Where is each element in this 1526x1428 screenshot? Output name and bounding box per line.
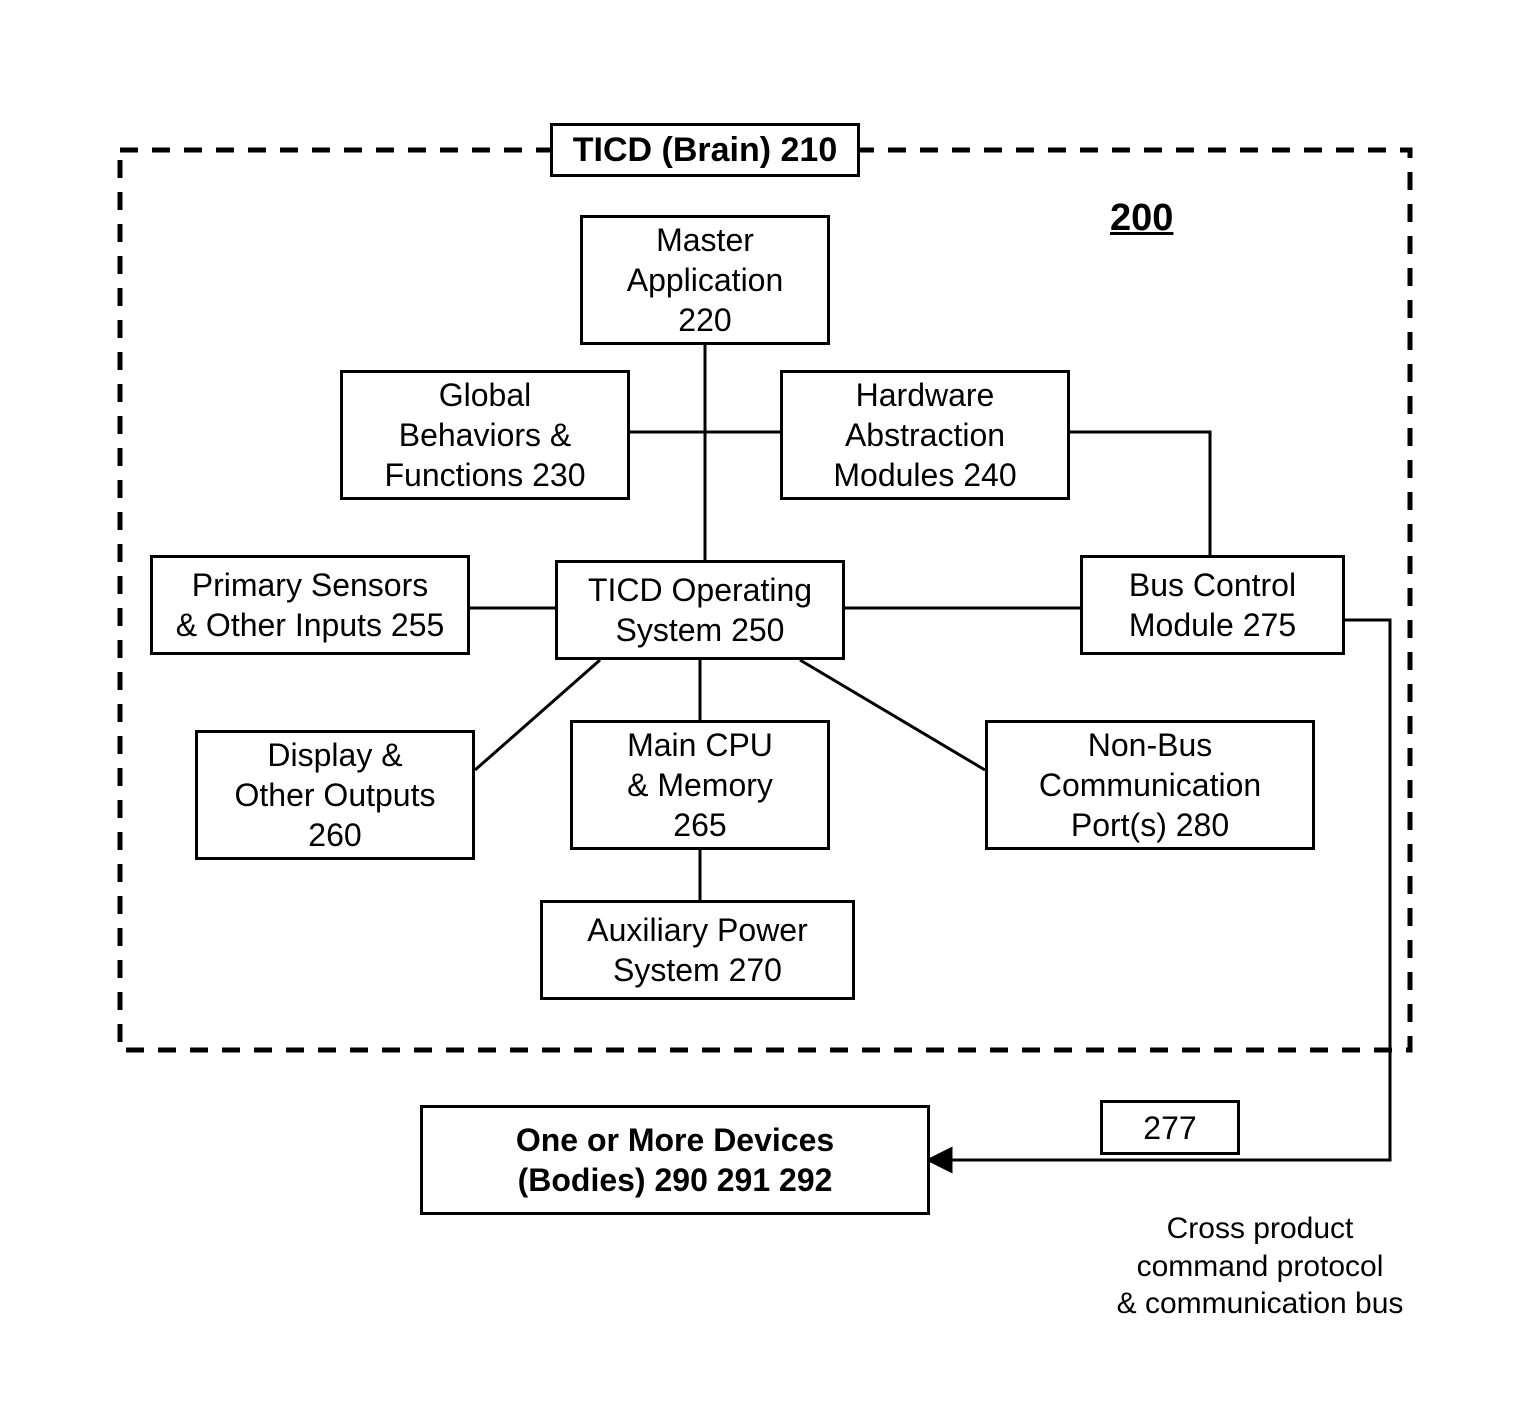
node-label: HardwareAbstractionModules 240 <box>833 375 1016 495</box>
node-hardware-abstraction: HardwareAbstractionModules 240 <box>780 370 1070 500</box>
diagram-canvas: TICD (Brain) 210 200 MasterApplication22… <box>0 0 1526 1428</box>
node-ref-277: 277 <box>1100 1100 1240 1155</box>
node-nonbus-comm-ports: Non-BusCommunicationPort(s) 280 <box>985 720 1315 850</box>
node-label: Non-BusCommunicationPort(s) 280 <box>1039 725 1261 845</box>
node-primary-sensors: Primary Sensors& Other Inputs 255 <box>150 555 470 655</box>
node-global-behaviors: GlobalBehaviors &Functions 230 <box>340 370 630 500</box>
title-box: TICD (Brain) 210 <box>550 123 860 177</box>
node-label: Display &Other Outputs260 <box>235 735 436 855</box>
node-aux-power-system: Auxiliary PowerSystem 270 <box>540 900 855 1000</box>
node-bus-control-module: Bus ControlModule 275 <box>1080 555 1345 655</box>
node-master-application: MasterApplication220 <box>580 215 830 345</box>
node-label: Bus ControlModule 275 <box>1129 565 1296 645</box>
title-text: TICD (Brain) 210 <box>573 129 838 172</box>
node-label: Primary Sensors& Other Inputs 255 <box>176 565 445 645</box>
node-label: 277 <box>1143 1108 1196 1148</box>
node-ticd-os: TICD OperatingSystem 250 <box>555 560 845 660</box>
bus-annotation: Cross productcommand protocol& communica… <box>1050 1210 1470 1323</box>
node-label: TICD OperatingSystem 250 <box>588 570 812 650</box>
node-devices-bodies: One or More Devices(Bodies) 290 291 292 <box>420 1105 930 1215</box>
node-display-outputs: Display &Other Outputs260 <box>195 730 475 860</box>
node-label: GlobalBehaviors &Functions 230 <box>384 375 585 495</box>
node-label: MasterApplication220 <box>627 220 784 340</box>
figure-number: 200 <box>1110 195 1173 243</box>
node-label: Main CPU& Memory265 <box>627 725 773 845</box>
node-label: Auxiliary PowerSystem 270 <box>587 910 808 990</box>
node-label: One or More Devices(Bodies) 290 291 292 <box>516 1120 834 1200</box>
node-main-cpu-memory: Main CPU& Memory265 <box>570 720 830 850</box>
